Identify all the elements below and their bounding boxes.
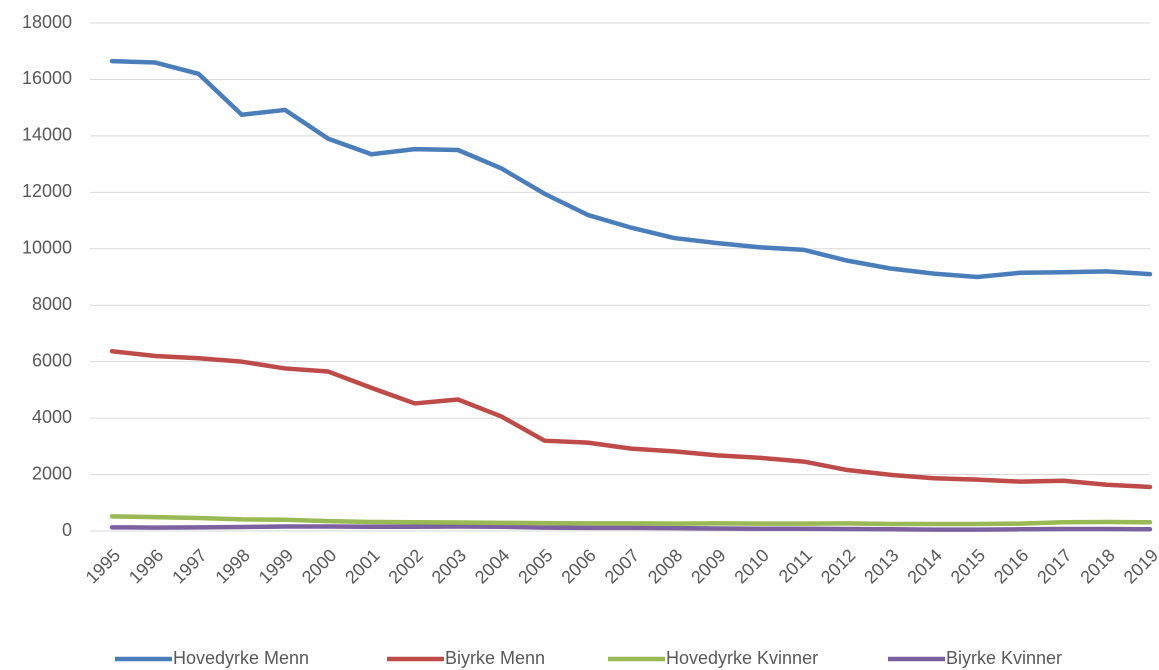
x-tick-label: 2018	[1076, 545, 1118, 587]
x-tick-label: 2000	[298, 545, 340, 587]
x-tick-label: 2010	[730, 545, 772, 587]
x-tick-label: 2014	[903, 545, 945, 587]
y-tick-label: 18000	[22, 12, 72, 32]
y-tick-label: 8000	[32, 294, 72, 314]
x-tick-label: 2001	[341, 545, 383, 587]
x-tick-label: 2005	[514, 545, 556, 587]
x-tick-label: 2006	[557, 545, 599, 587]
x-tick-label: 2011	[775, 545, 817, 587]
x-tick-label: 2012	[817, 545, 859, 587]
x-tick-label: 2008	[644, 545, 686, 587]
series-line	[109, 514, 1153, 527]
x-tick-label: 2015	[947, 545, 989, 587]
x-tick-label: 1998	[211, 545, 253, 587]
x-tick-label: 2017	[1033, 545, 1075, 587]
y-tick-label: 2000	[32, 463, 72, 483]
x-tick-label: 2013	[860, 545, 902, 587]
y-tick-label: 10000	[22, 238, 72, 258]
legend-label: Hovedyrke Menn	[173, 648, 309, 668]
x-tick-label: 1997	[168, 545, 210, 587]
y-tick-label: 4000	[32, 407, 72, 427]
y-tick-label: 6000	[32, 350, 72, 370]
x-tick-label: 1996	[125, 545, 167, 587]
y-tick-label: 16000	[22, 68, 72, 88]
x-tick-label: 2004	[471, 545, 513, 587]
x-tick-label: 2016	[990, 545, 1032, 587]
y-tick-label: 14000	[22, 125, 72, 145]
legend-label: Biyrke Menn	[445, 648, 545, 668]
x-tick-label: 1995	[82, 545, 124, 587]
x-tick-label: 2007	[601, 545, 643, 587]
series-line	[109, 58, 1153, 280]
x-tick-label: 2003	[428, 545, 470, 587]
x-tick-label: 2009	[687, 545, 729, 587]
x-tick-label: 1999	[255, 545, 297, 587]
x-tick-label: 2019	[1120, 545, 1159, 587]
y-tick-label: 0	[62, 520, 72, 540]
legend-label: Hovedyrke Kvinner	[666, 648, 818, 668]
x-tick-label: 2002	[384, 545, 426, 587]
y-tick-label: 12000	[22, 181, 72, 201]
series-line	[109, 524, 1153, 532]
legend-label: Biyrke Kvinner	[946, 648, 1062, 668]
series-line	[109, 348, 1153, 490]
